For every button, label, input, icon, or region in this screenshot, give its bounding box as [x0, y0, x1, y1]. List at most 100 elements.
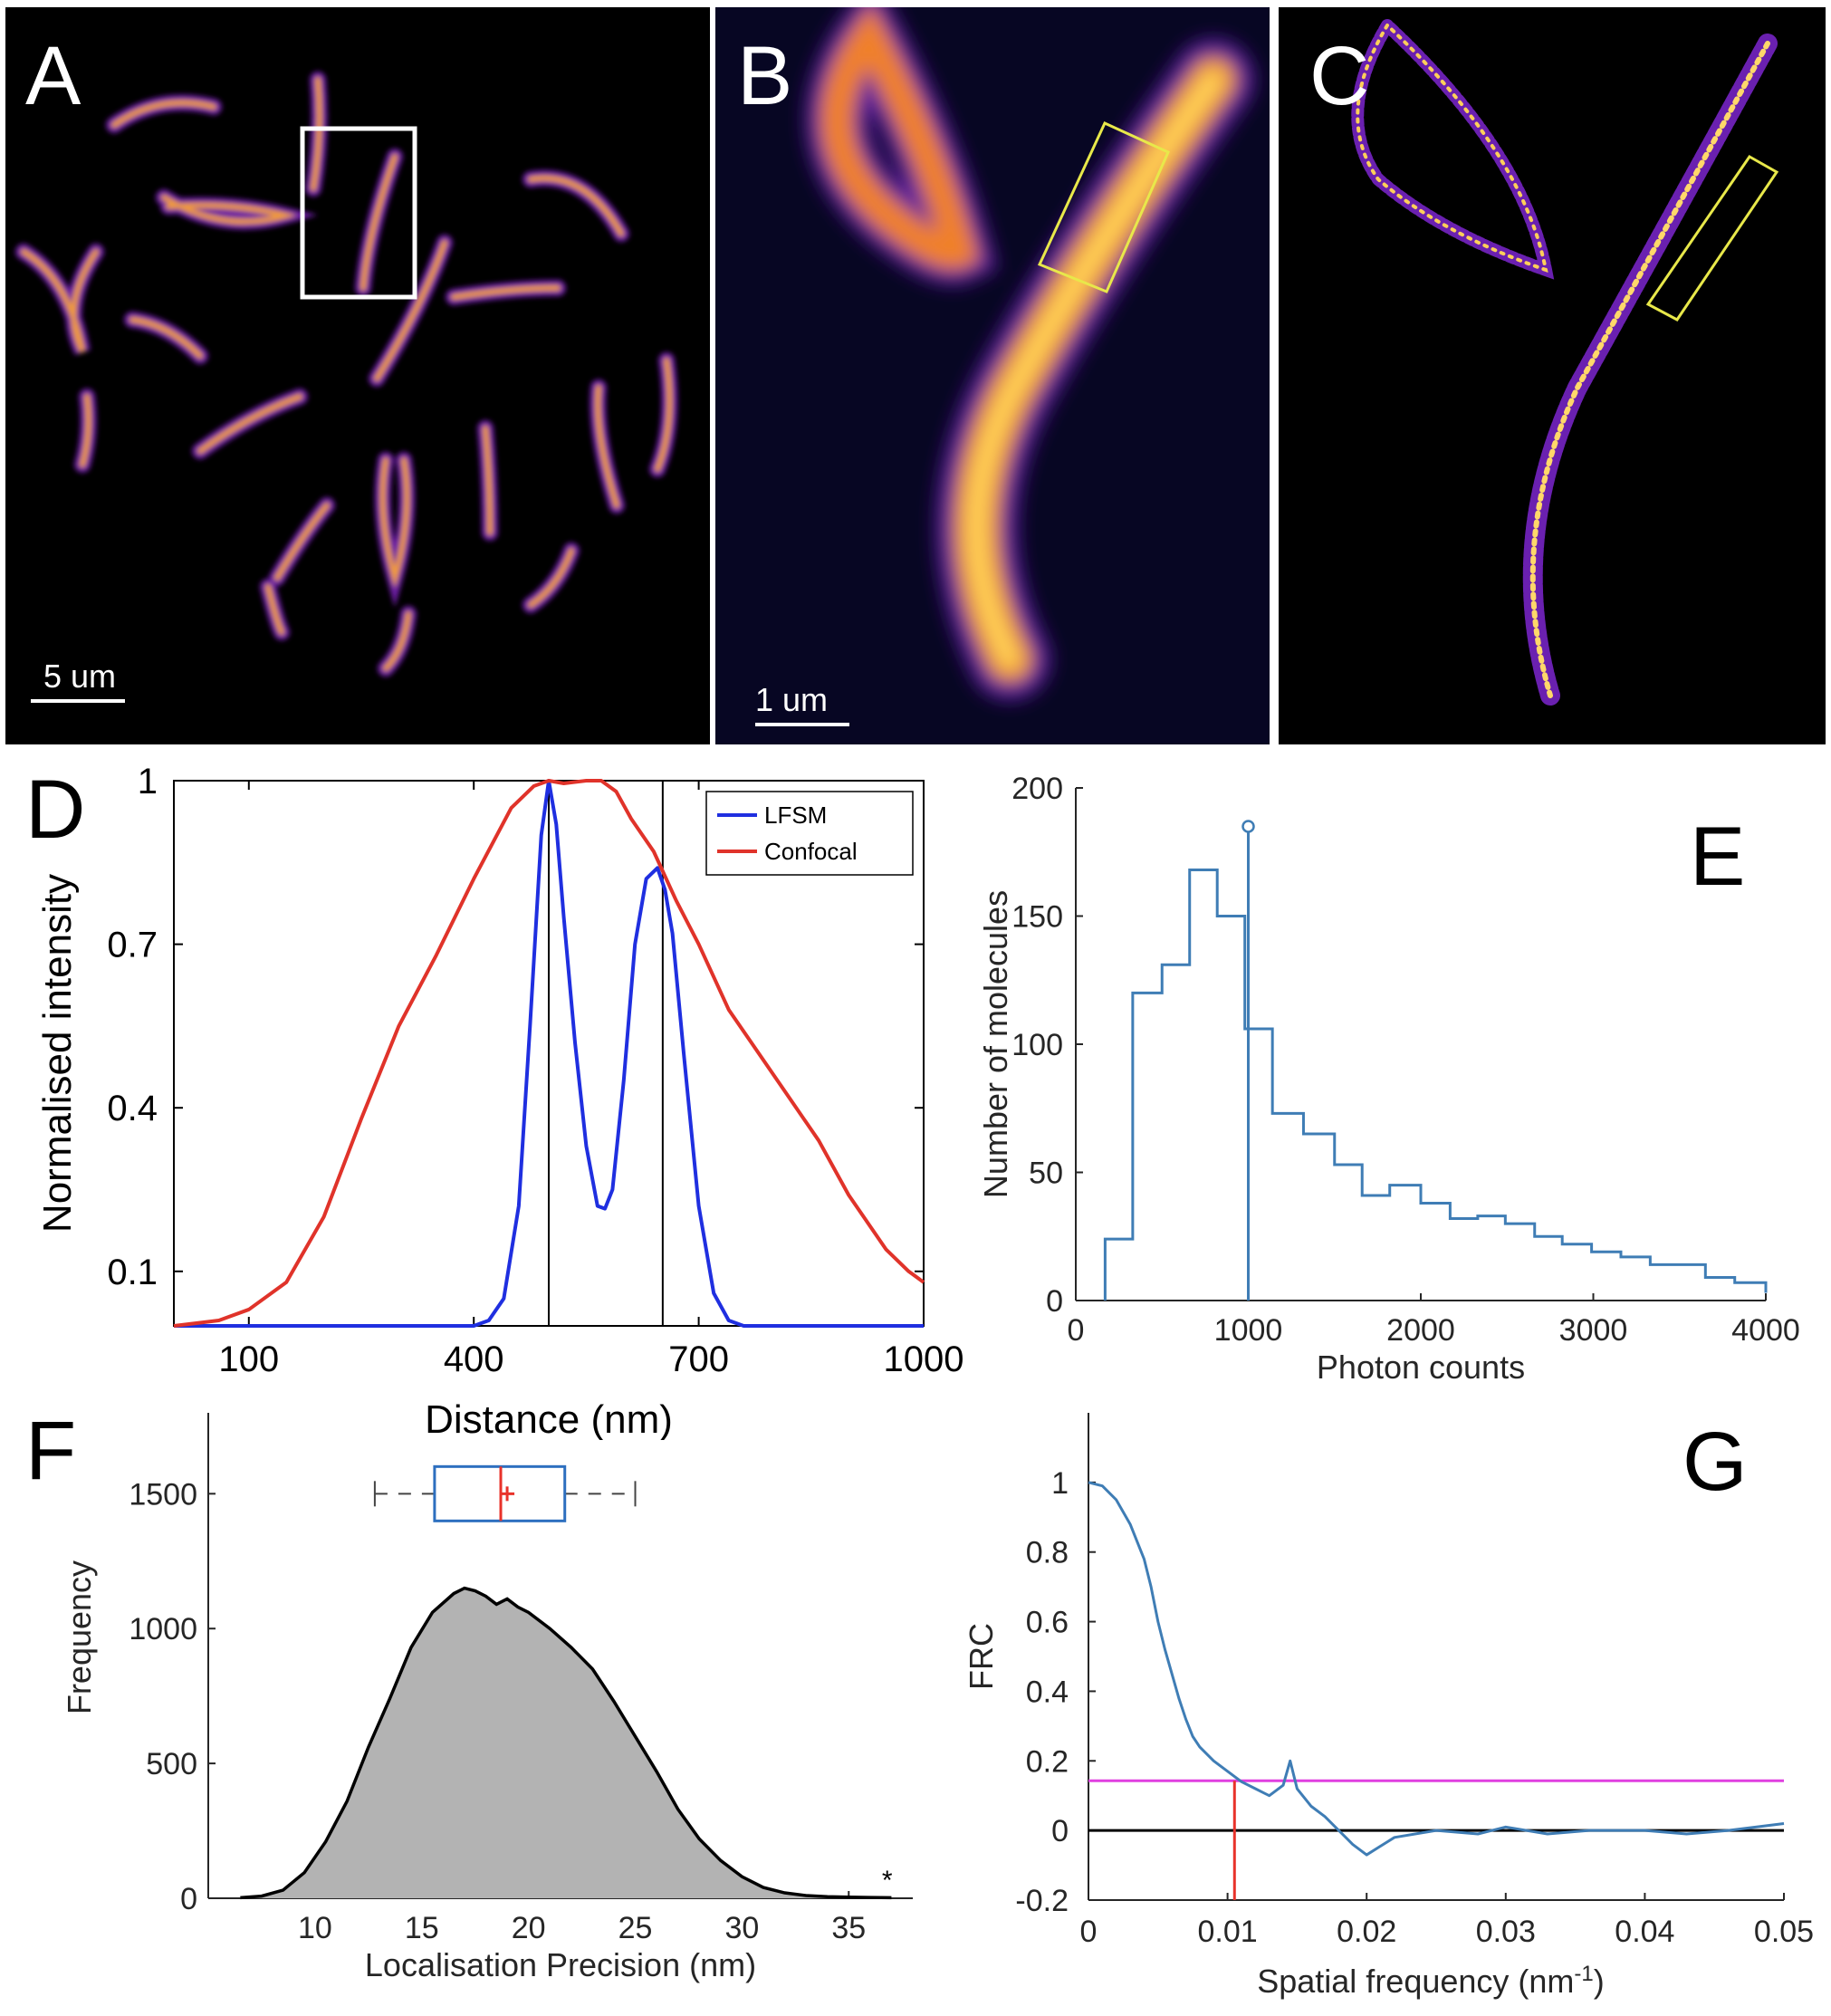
y-tick-label: 1 [1051, 1466, 1069, 1501]
histogram-bin [1217, 917, 1244, 1301]
zoom-region-box [300, 126, 417, 300]
x-tick-label: 30 [724, 1911, 759, 1945]
x-tick-label: 10 [298, 1911, 332, 1945]
histogram-bin [1421, 1203, 1450, 1301]
histogram-bin [1162, 965, 1189, 1301]
y-axis-label: FRC [963, 1623, 1000, 1690]
y-axis-label: Normalised intensity [35, 874, 80, 1233]
y-tick-label: 50 [1029, 1157, 1063, 1191]
histogram-bin [1362, 1195, 1389, 1301]
x-tick-label: 3000 [1559, 1313, 1628, 1348]
y-tick-label: 0.7 [107, 926, 158, 965]
histogram-bin [1105, 1239, 1132, 1301]
x-tick-label: 1000 [884, 1339, 964, 1379]
y-tick-label: 150 [1011, 900, 1063, 935]
histogram-bin [1390, 1186, 1421, 1301]
histogram-bin [1303, 1134, 1334, 1301]
y-tick-label: 0.4 [1026, 1675, 1069, 1709]
area-fill [240, 1588, 892, 1898]
x-tick-label: 0.02 [1337, 1915, 1396, 1949]
y-tick-label: 0.1 [107, 1253, 158, 1292]
histogram-bin [1478, 1216, 1505, 1301]
histogram-bin [1705, 1278, 1734, 1301]
panel-label-e: E [1690, 811, 1746, 903]
panel-b-image: B 1 um [715, 7, 1270, 744]
y-tick-label: 1500 [129, 1477, 197, 1512]
frc-series [1088, 1481, 1785, 1857]
x-tick-label: 0 [1080, 1915, 1098, 1949]
histogram-bin [1133, 993, 1162, 1301]
y-tick-label: 1 [138, 762, 158, 802]
y-tick-label: 500 [146, 1747, 197, 1781]
histogram-bin [1678, 1264, 1705, 1301]
histogram-bin [1450, 1218, 1477, 1301]
x-tick-label: 700 [668, 1339, 729, 1379]
panel-label-a: A [25, 30, 81, 122]
histogram-bin [1190, 870, 1217, 1301]
legend-box [705, 791, 914, 876]
stem-marker [1241, 820, 1255, 833]
x-tick-label: 0.04 [1615, 1915, 1674, 1949]
x-tick-label: 2000 [1386, 1313, 1455, 1348]
panel-a-image: A 5 um [5, 7, 710, 744]
histogram-bin [1272, 1113, 1303, 1301]
scale-bar-b: 1 um [755, 681, 849, 726]
x-tick-label: 100 [218, 1339, 279, 1379]
y-tick-label: 0 [1046, 1284, 1063, 1319]
panel-label-g: G [1682, 1416, 1748, 1508]
x-axis-label: Localisation Precision (nm) [365, 1946, 756, 1983]
histogram-bin [1562, 1244, 1591, 1301]
legend-label-lfsm: LFSM [764, 802, 827, 829]
series-confocal [173, 779, 925, 1328]
x-tick-label: 15 [405, 1911, 439, 1945]
panel-label-c: C [1309, 30, 1370, 122]
chart-f-localisation-precision: 10 15 20 25 30 35 0 500 1000 1500 * Localisation Pr… [61, 1413, 913, 1983]
y-tick-label: 1000 [129, 1612, 197, 1646]
y-tick-label: 0 [1051, 1814, 1069, 1848]
x-tick-label: 0.05 [1754, 1915, 1814, 1949]
y-axis-label: Frequency [61, 1560, 98, 1714]
x-tick-label: 0 [1068, 1313, 1085, 1348]
histogram-bin [1505, 1224, 1534, 1301]
histogram-outline [1103, 869, 1768, 1301]
y-tick-label: 0.4 [107, 1089, 158, 1128]
histogram-bin [1650, 1264, 1677, 1301]
histogram-bin [1621, 1257, 1650, 1301]
x-tick-label: 4000 [1731, 1313, 1800, 1348]
x-tick-label: 35 [831, 1911, 866, 1945]
y-tick-label: 200 [1011, 772, 1063, 806]
chart-e-photon-histogram: 0 1000 2000 3000 4000 0 50 100 150 200 Photon coun… [977, 772, 1800, 1386]
x-tick-label: 20 [512, 1911, 546, 1945]
y-tick-label: 0 [180, 1882, 197, 1916]
confocal-zoom-image [805, 7, 1254, 700]
x-tick-label: 0.03 [1476, 1915, 1536, 1949]
y-tick-label: -0.2 [1015, 1884, 1069, 1918]
x-tick-label: 25 [618, 1911, 653, 1945]
y-tick-label: 0.8 [1026, 1536, 1069, 1570]
y-axis-label: Number of molecules [977, 890, 1014, 1198]
histogram-bin [1592, 1252, 1621, 1301]
panel-label-b: B [737, 30, 793, 122]
x-tick-label: 400 [444, 1339, 504, 1379]
histogram-bin [1335, 1165, 1362, 1301]
series-lfsm [174, 779, 924, 1328]
panel-label-d: D [25, 763, 86, 856]
y-tick-label: 0.2 [1026, 1744, 1069, 1779]
y-tick-label: 0.6 [1026, 1606, 1069, 1640]
legend: LFSM Confocal [705, 791, 914, 876]
scale-bar-a: 5 um [31, 658, 125, 703]
legend-label-confocal: Confocal [764, 838, 858, 865]
chart-g-frc-curve: 0 0.01 0.02 0.03 0.04 0.05 -0.2 0 0.2 0.4 0.6 0.8 1 S… [963, 1413, 1814, 2001]
histogram-bin [1535, 1236, 1562, 1301]
scale-bar-label-a: 5 um [43, 658, 117, 695]
x-tick-label: 0.01 [1198, 1915, 1258, 1949]
histogram-bin [1735, 1282, 1766, 1301]
panel-label-f: F [25, 1405, 77, 1497]
scale-bar-label-b: 1 um [755, 681, 829, 718]
y-tick-label: 100 [1011, 1028, 1063, 1062]
area-outline [240, 1586, 892, 1900]
x-axis-label: Spatial frequency (nm-1) [1257, 1962, 1605, 2001]
chromosome-spread-image [15, 72, 678, 677]
x-tick-label: 1000 [1214, 1313, 1283, 1348]
annotation-asterisk: * [882, 1866, 893, 1896]
